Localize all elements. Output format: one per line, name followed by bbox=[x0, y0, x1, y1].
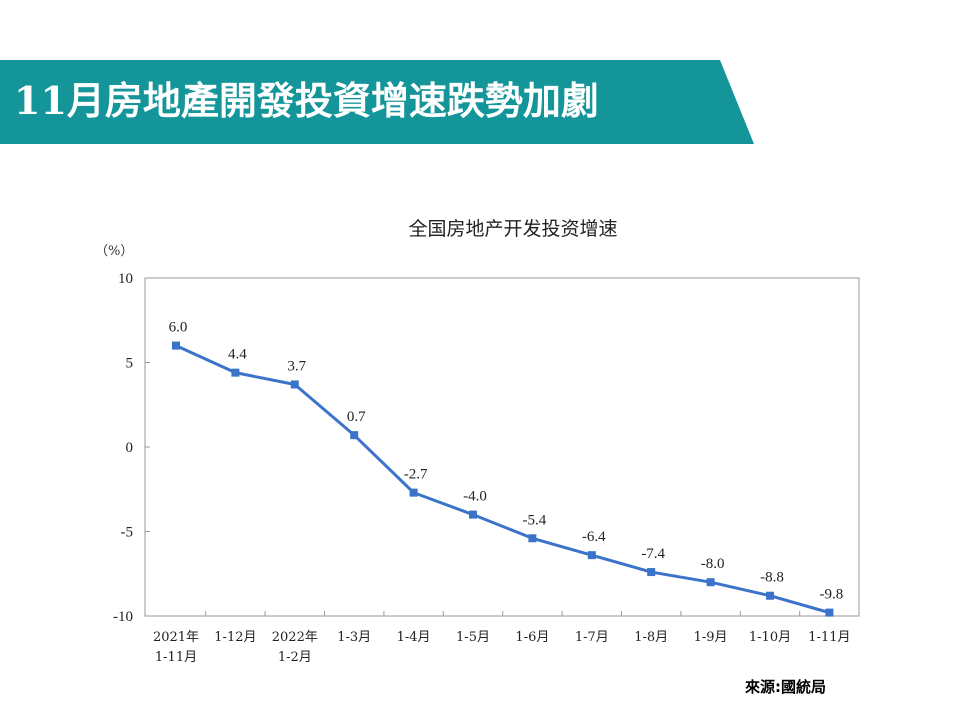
data-label: -8.0 bbox=[701, 556, 725, 572]
data-point bbox=[469, 510, 477, 519]
data-label: 6.0 bbox=[169, 320, 188, 336]
x-tick-label: 1-6月 bbox=[515, 630, 549, 645]
data-point bbox=[587, 551, 596, 560]
data-label: 4.4 bbox=[228, 347, 247, 363]
x-tick-label: 2021年 bbox=[153, 630, 199, 645]
data-label: -6.4 bbox=[582, 529, 606, 545]
data-point bbox=[172, 341, 180, 350]
source-note: 來源:國統局 bbox=[745, 678, 826, 696]
data-label: -8.8 bbox=[760, 570, 784, 586]
y-tick-label: -5 bbox=[121, 525, 134, 541]
data-point bbox=[350, 431, 359, 440]
x-tick-label: 1-10月 bbox=[749, 630, 791, 645]
y-tick-label: 10 bbox=[118, 271, 133, 287]
y-tick-label: -10 bbox=[113, 609, 133, 625]
series-line bbox=[175, 344, 830, 615]
data-label: -5.4 bbox=[523, 512, 547, 528]
y-tick-label: 0 bbox=[126, 440, 134, 456]
data-label: 0.7 bbox=[347, 409, 366, 425]
data-point bbox=[409, 488, 418, 497]
data-point bbox=[706, 578, 715, 587]
data-point bbox=[825, 608, 834, 617]
data-label: -7.4 bbox=[641, 546, 665, 562]
data-point bbox=[231, 368, 240, 377]
chart-title: 全国房地产开发投资增速 bbox=[408, 218, 617, 240]
data-point bbox=[647, 568, 656, 577]
x-tick-label: 1-9月 bbox=[694, 630, 728, 645]
x-tick-label: 1-4月 bbox=[397, 630, 431, 645]
data-point bbox=[528, 534, 537, 543]
x-tick-label: 1-12月 bbox=[214, 630, 256, 645]
x-tick-label: 2022年 bbox=[272, 630, 318, 645]
data-label: 3.7 bbox=[287, 358, 306, 374]
x-tick-label: 1-11月 bbox=[808, 630, 850, 645]
slide-title: 11月房地產開發投資增速跌勢加劇 bbox=[14, 78, 599, 123]
x-tick-label: 1-8月 bbox=[634, 630, 668, 645]
plot-frame bbox=[144, 277, 860, 617]
data-point bbox=[766, 591, 774, 600]
x-tick-label: 1-5月 bbox=[456, 630, 490, 645]
y-tick-label: 5 bbox=[126, 356, 134, 372]
data-label: -2.7 bbox=[404, 467, 428, 483]
y-unit-label: （%） bbox=[95, 244, 133, 259]
data-point bbox=[290, 380, 299, 389]
data-label: -4.0 bbox=[463, 489, 487, 505]
data-label: -9.8 bbox=[820, 587, 844, 603]
x-tick-label: 1-7月 bbox=[575, 630, 609, 645]
x-tick-label: 1-11月 bbox=[155, 650, 197, 665]
x-tick-label: 1-2月 bbox=[278, 650, 312, 665]
x-tick-label: 1-3月 bbox=[337, 630, 371, 645]
